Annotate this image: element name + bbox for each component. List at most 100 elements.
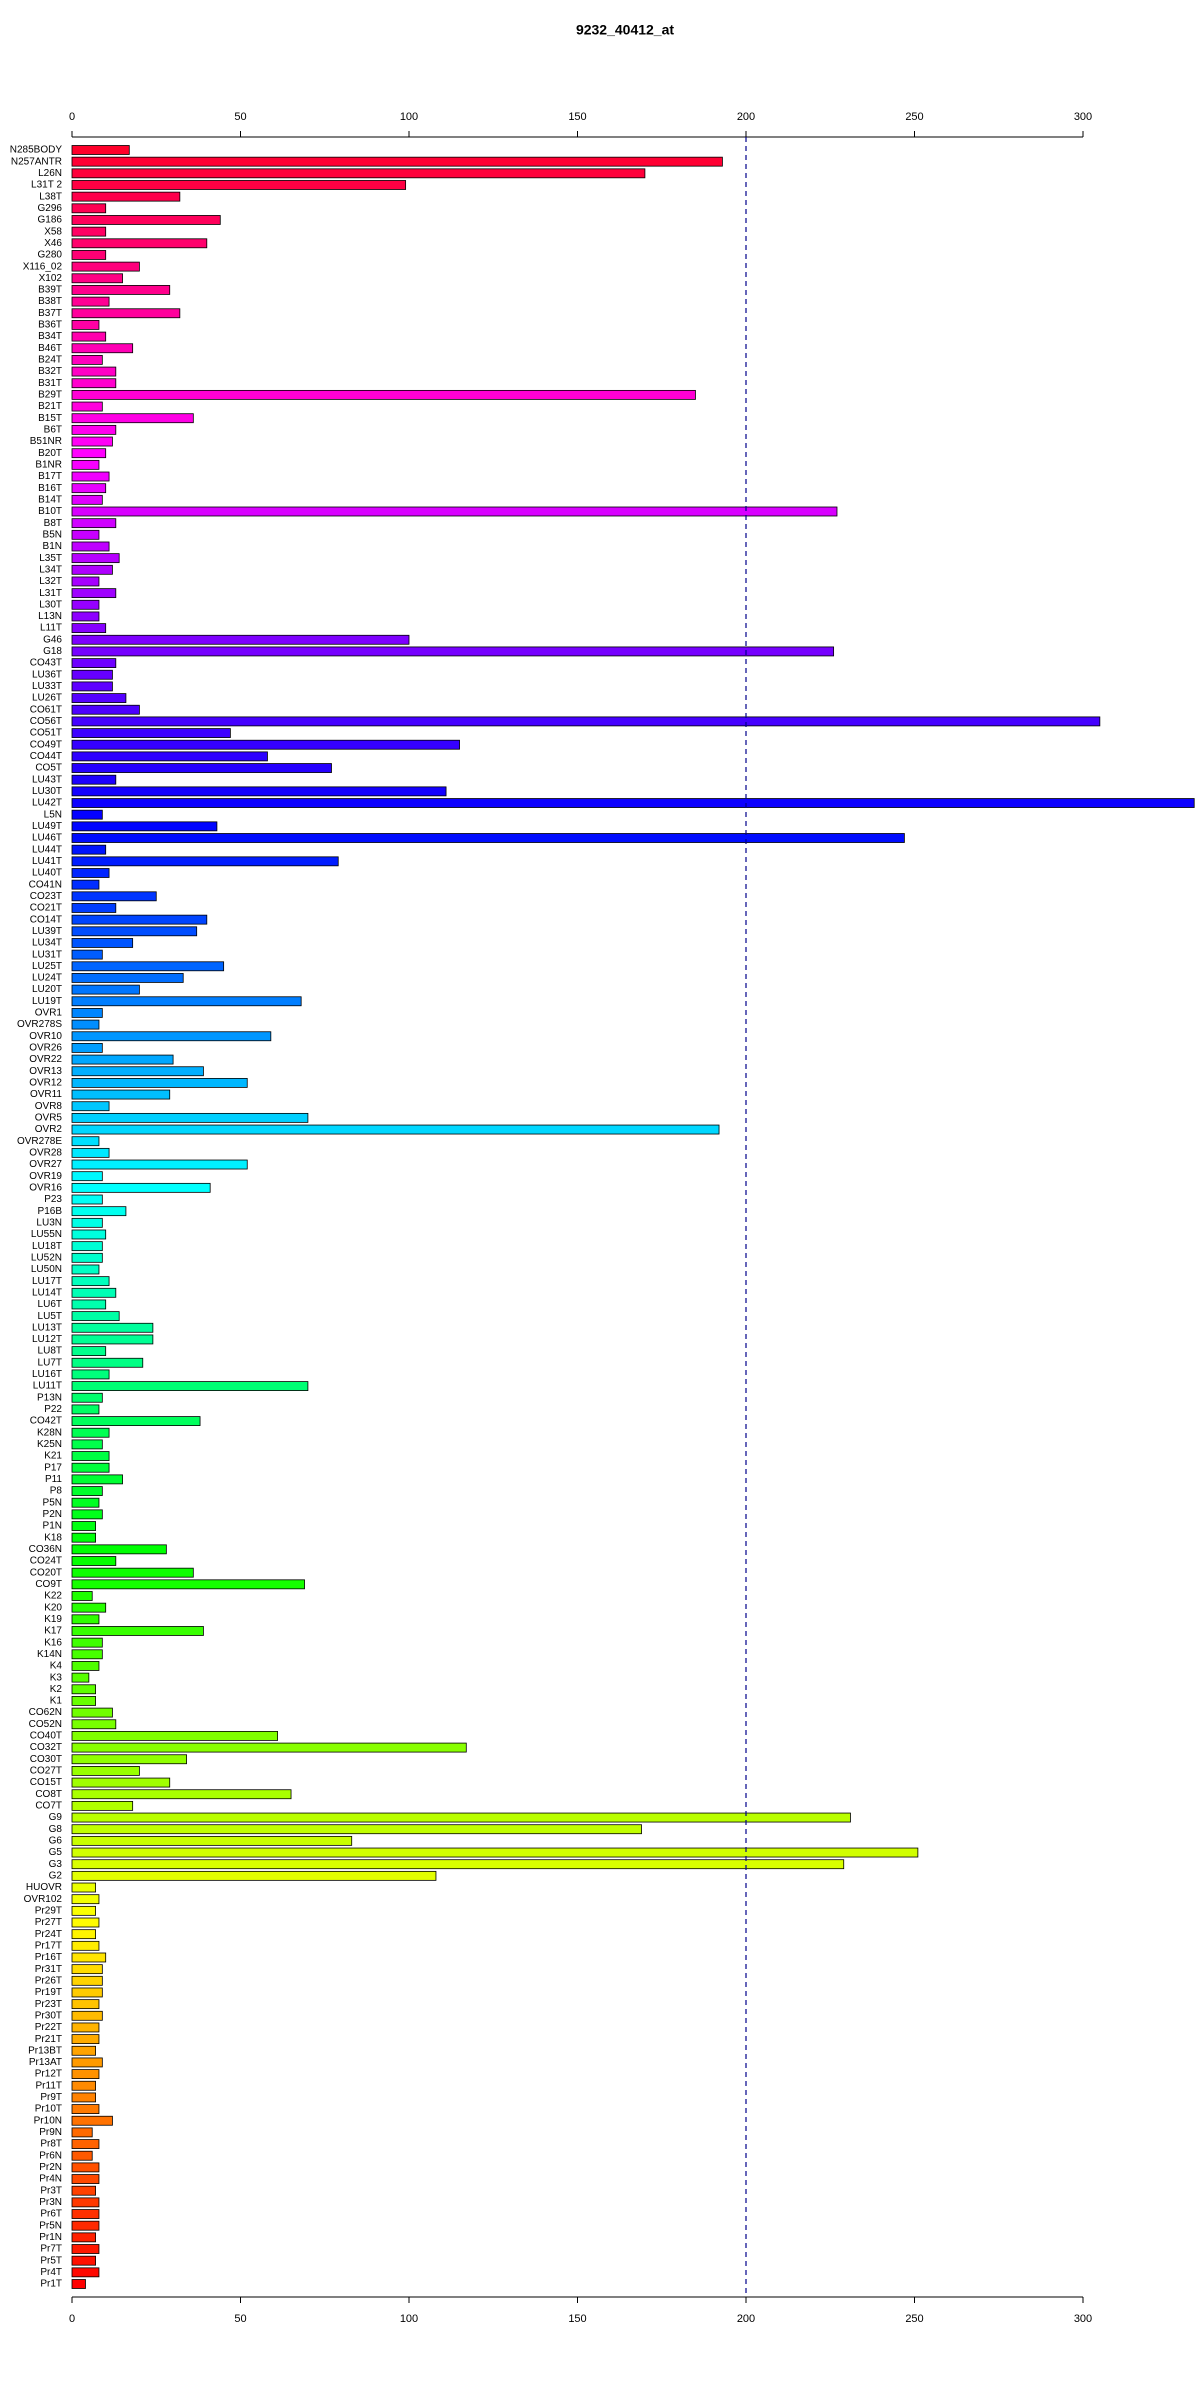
y-tick-label: LU5T	[38, 1311, 62, 1322]
bar	[71, 226, 107, 237]
y-tick-label: B51NR	[30, 436, 62, 447]
y-tick-label: CO62N	[29, 1707, 62, 1718]
bar	[71, 180, 407, 190]
y-tick-label: LU50N	[31, 1264, 62, 1275]
bar	[71, 716, 1101, 727]
bar	[71, 2162, 100, 2173]
y-tick-label: CO56T	[30, 716, 62, 727]
bar	[71, 1742, 467, 1753]
bar	[71, 2069, 100, 2079]
y-tick-label: OVR26	[29, 1043, 62, 1054]
y-tick-label: Pr13BT	[28, 2045, 62, 2056]
bar	[71, 1626, 204, 1636]
y-tick-label: CO14T	[30, 914, 62, 925]
bar	[71, 961, 225, 972]
y-tick-label: G2	[49, 1870, 63, 1881]
bar	[71, 2080, 96, 2091]
bar	[71, 1451, 110, 1461]
x-tick-label: 150	[568, 2313, 586, 2325]
y-tick-label: B1N	[43, 541, 62, 552]
bar	[71, 1847, 919, 1858]
y-tick-label: CO41N	[29, 879, 62, 890]
y-tick-label: LU40T	[32, 868, 62, 879]
bar	[71, 1579, 305, 1590]
bar	[71, 1602, 107, 1613]
bar	[71, 984, 140, 995]
bar	[71, 494, 103, 505]
bar	[71, 973, 184, 983]
bar	[71, 156, 723, 167]
x-tick-label: 200	[737, 2313, 755, 2325]
bar	[71, 2057, 103, 2068]
bar	[71, 1462, 110, 1473]
bar	[71, 2197, 100, 2208]
y-tick-label: CO32T	[30, 1742, 62, 1753]
y-tick-label: L30T	[39, 599, 62, 610]
y-tick-label: LU20T	[32, 984, 62, 995]
bar	[71, 273, 123, 284]
bar	[71, 2174, 100, 2184]
y-tick-label: Pr6N	[39, 2150, 62, 2161]
y-tick-label: LU52N	[31, 1252, 62, 1263]
y-tick-label: N285BODY	[10, 145, 63, 156]
x-tick-label: 150	[568, 111, 586, 123]
y-tick-label: LU12T	[32, 1334, 62, 1345]
y-tick-label: B46T	[38, 343, 62, 354]
x-tick-label: 100	[400, 2313, 418, 2325]
y-tick-label: Pr10N	[34, 2115, 62, 2126]
y-tick-label: K19	[44, 1614, 62, 1625]
bar	[71, 1252, 103, 1263]
y-tick-label: LU11T	[33, 1381, 62, 1392]
bar	[71, 168, 646, 179]
y-tick-label: CO40T	[30, 1731, 62, 1742]
y-tick-label: P8	[50, 1486, 63, 1497]
bar	[71, 238, 208, 249]
bar	[71, 1346, 107, 1357]
bar	[71, 879, 100, 890]
bar	[71, 1696, 96, 1706]
y-tick-label: B21T	[38, 401, 62, 412]
y-tick-label: Pr5T	[40, 2255, 62, 2266]
y-tick-label: CO61T	[30, 704, 62, 715]
bar	[71, 308, 181, 319]
y-tick-label: LU24T	[32, 973, 62, 984]
y-tick-label: K17	[44, 1626, 62, 1637]
y-tick-label: B17T	[38, 471, 62, 482]
bar	[71, 1591, 93, 1601]
bar	[71, 1264, 100, 1275]
y-tick-label: K14N	[37, 1649, 62, 1660]
y-tick-label: L32T	[39, 576, 62, 587]
bar	[71, 949, 103, 960]
y-tick-label: Pr16T	[35, 1952, 62, 1963]
bar	[71, 1159, 248, 1170]
y-tick-label: B8T	[44, 518, 62, 529]
y-tick-label: LU25T	[32, 961, 62, 972]
y-tick-label: Pr9T	[40, 2092, 62, 2103]
y-tick-label: Pr26T	[35, 1975, 62, 1986]
y-tick-label: Pr24T	[35, 1929, 62, 1940]
bar	[71, 2022, 100, 2033]
y-tick-label: G46	[43, 634, 62, 645]
bar	[71, 355, 103, 365]
bar	[71, 1311, 120, 1322]
y-tick-label: L11T	[40, 623, 62, 634]
y-tick-label: OVR102	[24, 1894, 63, 1905]
y-tick-label: OVR16	[29, 1182, 62, 1193]
y-tick-label: CO9T	[35, 1579, 62, 1590]
y-tick-label: OVR2	[35, 1124, 63, 1135]
bar	[71, 518, 117, 529]
y-tick-label: LU19T	[32, 996, 62, 1007]
bar	[71, 1031, 272, 1042]
y-tick-label: CO44T	[30, 751, 62, 762]
bar	[71, 611, 100, 622]
bar	[71, 1369, 110, 1380]
x-tick-label: 0	[69, 111, 75, 123]
bar	[71, 891, 157, 902]
bar	[71, 1241, 103, 1252]
y-tick-label: X46	[44, 238, 62, 249]
y-tick-label: P23	[44, 1194, 62, 1205]
bar	[71, 1287, 117, 1298]
y-tick-label: Pr12T	[35, 2069, 62, 2080]
bar	[71, 996, 302, 1007]
